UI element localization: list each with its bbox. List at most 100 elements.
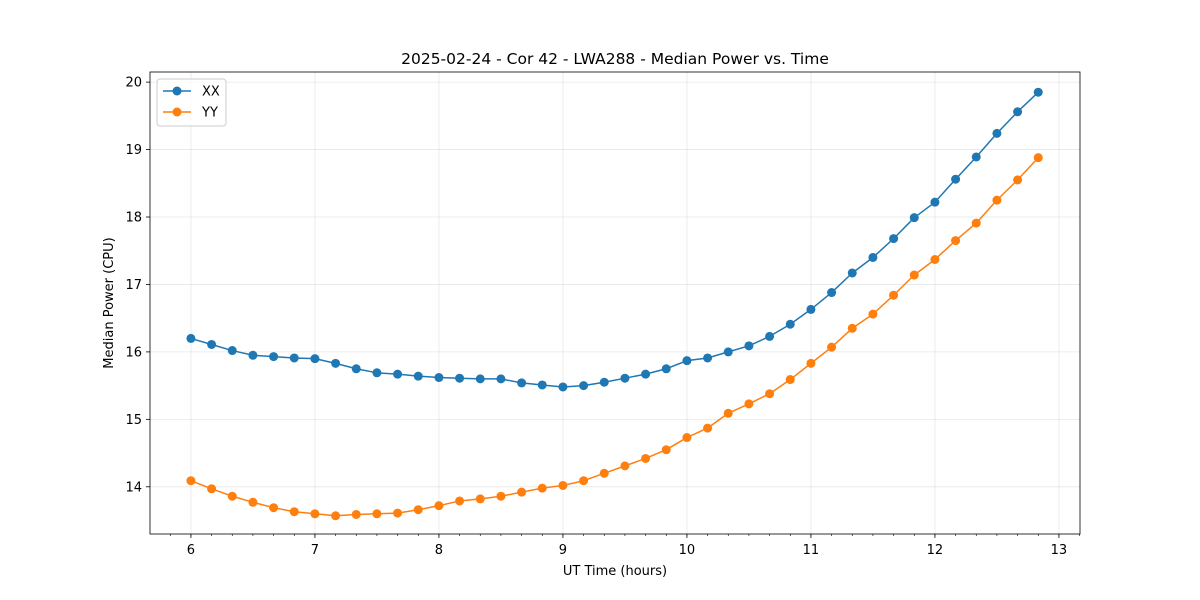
legend-marker-yy: [172, 107, 182, 117]
data-point-xx: [186, 333, 196, 343]
data-point-yy: [517, 487, 527, 497]
data-point-xx: [310, 354, 320, 364]
data-point-yy: [331, 511, 341, 521]
data-point-xx: [1033, 87, 1043, 97]
data-point-xx: [351, 364, 361, 374]
data-point-xx: [475, 374, 485, 384]
data-point-yy: [186, 476, 196, 486]
data-point-xx: [496, 374, 506, 384]
data-point-xx: [682, 356, 692, 366]
data-point-yy: [806, 358, 816, 368]
legend: XX YY: [156, 78, 227, 127]
data-point-xx: [248, 350, 258, 360]
data-point-xx: [517, 378, 527, 388]
x-tick-label: 11: [803, 543, 820, 558]
data-point-xx: [847, 268, 857, 278]
data-point-yy: [351, 509, 361, 519]
data-point-xx: [703, 353, 713, 363]
data-point-yy: [475, 494, 485, 504]
data-point-yy: [496, 491, 506, 501]
data-point-xx: [372, 368, 382, 378]
y-axis-label: Median Power (CPU): [102, 237, 117, 368]
data-point-xx: [723, 347, 733, 357]
data-point-yy: [537, 483, 547, 493]
x-tick-label: 13: [1051, 543, 1068, 558]
y-tick-label: 20: [125, 76, 142, 91]
data-point-xx: [269, 352, 279, 362]
data-point-yy: [847, 323, 857, 333]
data-point-xx: [620, 373, 630, 383]
chart-title: 2025-02-24 - Cor 42 - LWA288 - Median Po…: [401, 50, 829, 68]
data-point-yy: [372, 509, 382, 519]
data-point-yy: [579, 476, 589, 486]
x-tick-label: 12: [927, 543, 944, 558]
y-tick-label: 18: [125, 211, 142, 226]
data-point-yy: [227, 491, 237, 501]
data-point-xx: [207, 339, 217, 349]
data-point-yy: [269, 503, 279, 513]
series-line-yy: [190, 157, 1039, 517]
data-point-xx: [765, 331, 775, 341]
data-point-yy: [558, 480, 568, 490]
grid: [150, 72, 1080, 534]
series-xx: [186, 87, 1043, 392]
data-point-yy: [310, 509, 320, 519]
x-tick-label: 6: [187, 543, 195, 558]
y-tick-label: 14: [125, 480, 142, 495]
data-point-yy: [661, 445, 671, 455]
data-point-xx: [599, 377, 609, 387]
series-yy: [186, 153, 1043, 521]
data-point-xx: [537, 380, 547, 390]
legend-label-yy: YY: [201, 106, 218, 121]
data-point-yy: [1013, 175, 1023, 185]
y-tick-label: 16: [125, 345, 142, 360]
plot-frame: [149, 71, 1081, 535]
x-tick-label: 7: [311, 543, 319, 558]
data-point-yy: [827, 342, 837, 352]
data-point-yy: [765, 389, 775, 399]
data-point-xx: [951, 174, 961, 184]
x-tick-label: 9: [559, 543, 567, 558]
data-point-yy: [785, 375, 795, 385]
y-tick-label: 15: [125, 413, 142, 428]
data-point-yy: [434, 501, 444, 511]
data-point-yy: [599, 468, 609, 478]
data-point-yy: [951, 236, 961, 246]
data-point-yy: [1033, 153, 1043, 163]
data-point-yy: [413, 505, 423, 515]
data-point-xx: [579, 381, 589, 391]
data-point-yy: [723, 408, 733, 418]
data-point-yy: [289, 507, 299, 517]
data-point-xx: [558, 382, 568, 392]
series-line-xx: [190, 91, 1039, 388]
data-point-yy: [207, 484, 217, 494]
data-point-yy: [682, 433, 692, 443]
data-point-yy: [909, 270, 919, 280]
data-point-xx: [1013, 107, 1023, 117]
legend-marker-xx: [172, 86, 182, 96]
data-point-xx: [331, 358, 341, 368]
data-point-yy: [703, 423, 713, 433]
data-point-xx: [641, 369, 651, 379]
series-layer: [186, 87, 1043, 521]
data-point-xx: [889, 234, 899, 244]
data-point-xx: [744, 341, 754, 351]
data-point-xx: [992, 128, 1002, 138]
x-tick-label: 10: [679, 543, 696, 558]
data-point-yy: [393, 508, 403, 518]
data-point-yy: [641, 453, 651, 463]
data-point-xx: [971, 152, 981, 162]
data-point-xx: [434, 373, 444, 383]
data-point-xx: [785, 319, 795, 329]
data-point-yy: [744, 399, 754, 409]
data-point-yy: [868, 309, 878, 319]
data-point-xx: [827, 288, 837, 298]
data-point-xx: [868, 252, 878, 262]
data-point-xx: [930, 197, 940, 207]
x-tick-label: 8: [435, 543, 443, 558]
data-point-yy: [455, 496, 465, 506]
data-point-xx: [227, 346, 237, 356]
data-point-yy: [992, 195, 1002, 205]
data-point-yy: [248, 497, 258, 507]
